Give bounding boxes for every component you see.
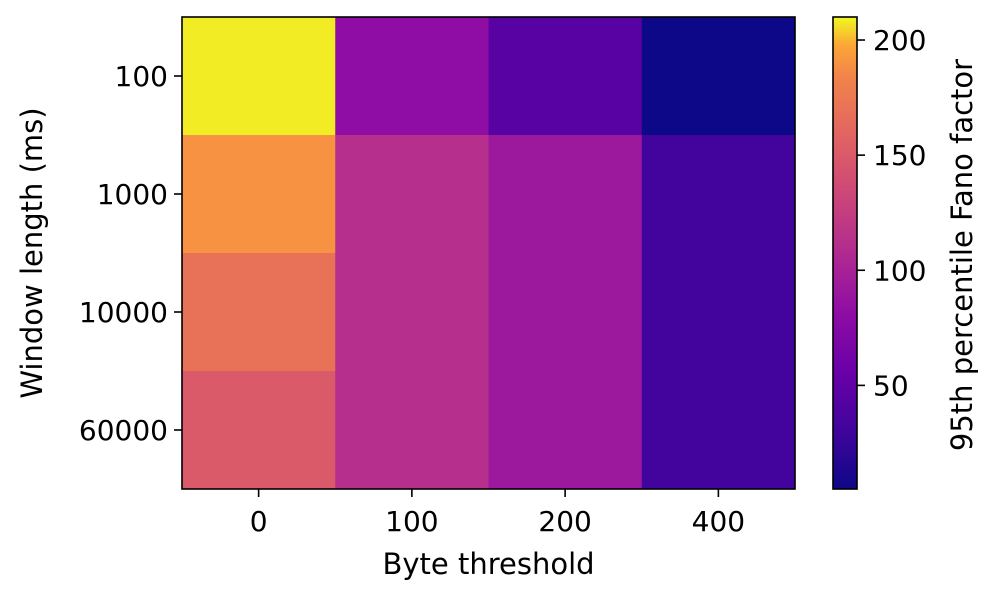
y-tick-label: 10000 <box>79 296 168 329</box>
heatmap-cells <box>182 17 796 490</box>
y-axis-title: Window length (ms) <box>15 107 49 398</box>
heatmap-cell <box>182 135 336 254</box>
colorbar-ticks: 50 100 150 200 <box>857 24 926 402</box>
colorbar-tick-label: 100 <box>873 254 926 287</box>
heatmap-cell <box>335 135 489 254</box>
heatmap-cell <box>488 371 643 490</box>
y-axis-ticks: 100 1000 10000 60000 <box>79 60 182 447</box>
x-tick-label: 0 <box>250 505 268 538</box>
plot-frame <box>181 16 796 490</box>
x-tick-label: 200 <box>538 505 591 538</box>
y-tick-label: 100 <box>115 60 168 93</box>
x-axis-ticks: 0 100 200 400 <box>250 489 745 538</box>
x-tick-label: 400 <box>692 505 745 538</box>
colorbar <box>832 16 858 490</box>
heatmap-cell <box>182 371 336 490</box>
x-tick-label: 100 <box>385 505 438 538</box>
heatmap-cell <box>488 253 643 372</box>
heatmap-cell <box>335 17 489 136</box>
colorbar-tick-label: 50 <box>873 369 909 402</box>
heatmap-cell <box>335 371 489 490</box>
colorbar-tick-label: 200 <box>873 24 926 57</box>
heatmap-cell <box>641 17 796 136</box>
colorbar-title: 95th percentile Fano factor <box>945 59 979 451</box>
heatmap-cell <box>641 135 796 254</box>
heatmap-cell <box>335 253 489 372</box>
colorbar-tick-label: 150 <box>873 139 926 172</box>
heatmap-cell <box>182 253 336 372</box>
heatmap-cell <box>182 17 336 136</box>
x-axis-title: Byte threshold <box>382 547 594 581</box>
y-tick-label: 1000 <box>97 178 168 211</box>
y-tick-label: 60000 <box>79 414 168 447</box>
heatmap-cell <box>488 135 643 254</box>
heatmap-cell <box>488 17 643 136</box>
heatmap-cell <box>641 253 796 372</box>
heatmap-cell <box>641 371 796 490</box>
